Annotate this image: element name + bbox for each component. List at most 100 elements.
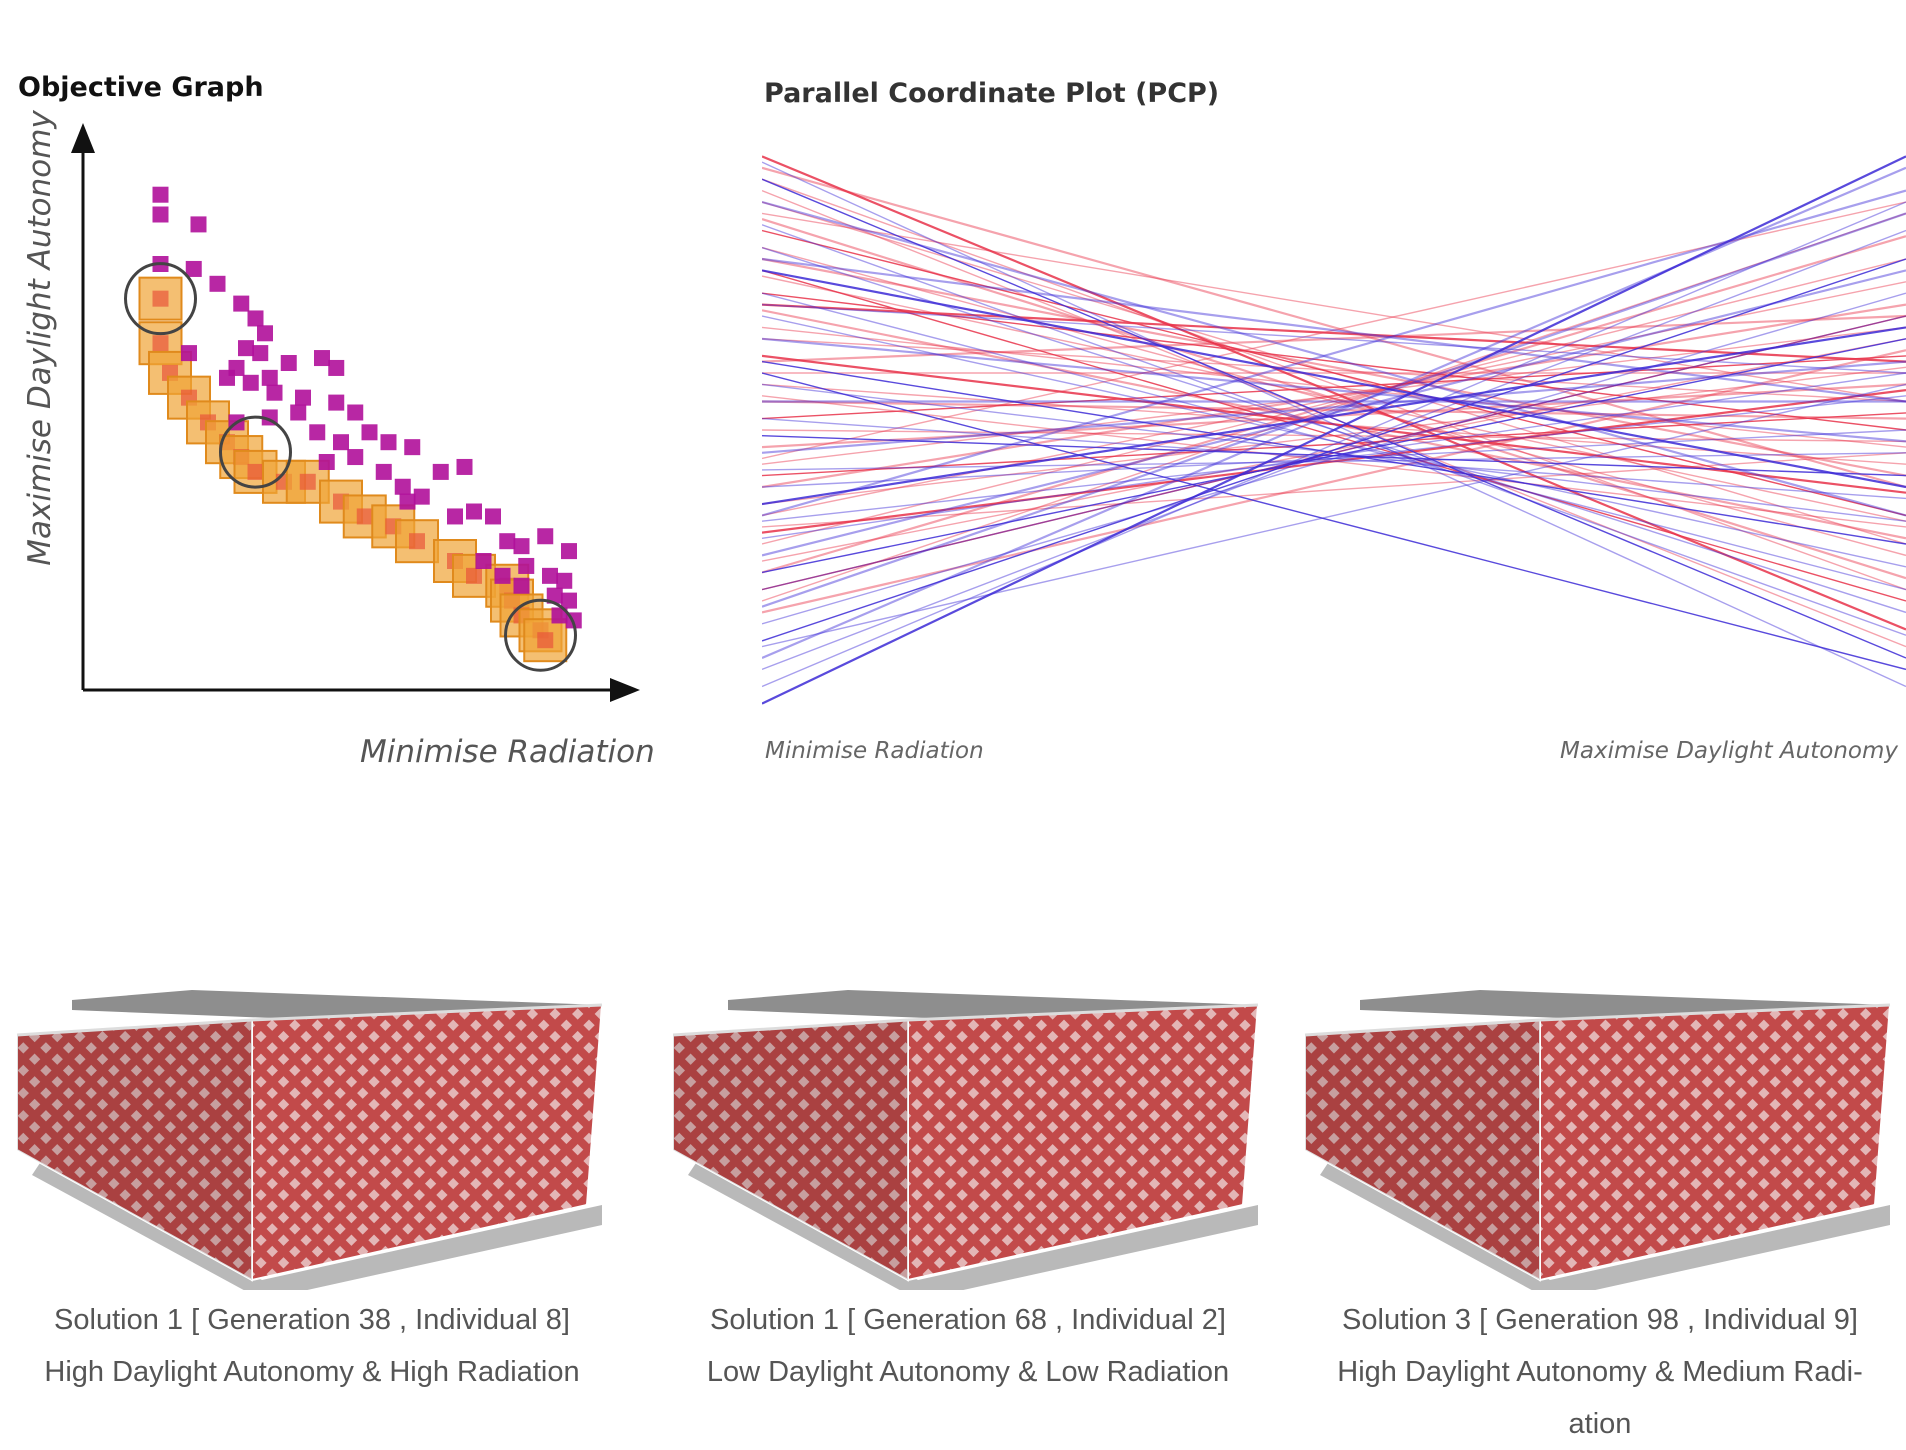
solution-1-caption-line1: Solution 1 [ Generation 38 , Individual … (54, 1304, 570, 1336)
pareto-point-core-20 (537, 632, 554, 649)
objective-graph-xlabel: Minimise Radiation (360, 734, 655, 770)
pcp-line-1-16 (762, 435, 1906, 477)
population-point-37 (466, 503, 482, 520)
population-point-39 (413, 488, 430, 505)
pcp-line-0-27 (762, 235, 1906, 574)
population-point-46 (494, 567, 511, 584)
population-point-49 (518, 557, 535, 574)
pcp-line-0-8 (762, 292, 1906, 431)
population-point-44 (513, 538, 530, 555)
pcp-line-1-31 (762, 383, 1906, 648)
building-roof (1360, 990, 1890, 1020)
pcp-line-1-34 (762, 303, 1906, 374)
population-point-26 (309, 424, 326, 441)
pcp-line-0-36 (762, 303, 1906, 363)
highlighted-solution-3 (504, 598, 577, 672)
pcp-line-0-0 (762, 155, 1906, 631)
objective-graph-ylabel: Maximise Daylight Autonomy (22, 110, 58, 566)
population-point-10 (238, 340, 254, 357)
population-point-50 (546, 587, 563, 604)
building-render-3 (1304, 990, 1892, 1290)
pcp-line-0-19 (762, 326, 1906, 465)
population-point-20 (295, 389, 311, 406)
population-point-6 (233, 295, 250, 312)
pcp-line-0-24 (762, 389, 1906, 534)
population-point-21 (290, 404, 307, 421)
pcp-line-1-6 (762, 212, 1906, 608)
population-point-7 (247, 310, 264, 327)
population-point-16 (280, 355, 297, 371)
solution-3-caption-line3: ation (1568, 1408, 1632, 1440)
population-point-2 (190, 216, 207, 233)
solution-2-caption-line1: Solution 1 [ Generation 68 , Individual … (710, 1304, 1226, 1336)
pcp-line-0-35 (762, 452, 1906, 528)
population-point-45 (475, 553, 492, 569)
population-point-55 (542, 567, 558, 584)
population-point-53 (561, 592, 577, 609)
pcp-line-1-28 (762, 178, 1906, 659)
pcp-line-0-16 (762, 355, 1906, 420)
population-point-31 (318, 454, 335, 470)
highlighted-solution-1 (124, 262, 197, 336)
pcp-line-1-12 (762, 326, 1906, 506)
population-point-42 (537, 528, 554, 545)
pcp-line-0-6 (762, 257, 1906, 477)
building-edge-2 (1539, 1003, 1891, 1022)
pcp-line-1-29 (762, 161, 1906, 688)
pcp-line-1-1 (762, 201, 1906, 688)
population-point-54 (513, 577, 530, 594)
solution-card-1: Solution 1 [ Generation 38 , Individual … (12, 980, 612, 1398)
population-point-11 (252, 345, 269, 362)
building-edge (672, 1018, 909, 1037)
building-render-2 (672, 990, 1260, 1290)
population-point-47 (556, 572, 573, 589)
pcp-line-1-33 (762, 189, 1906, 517)
pareto-point-core-0 (152, 290, 169, 307)
solution-2-caption-line2: Low Daylight Autonomy & Low Radiation (706, 1356, 1230, 1388)
pcp-line-0-15 (762, 400, 1906, 420)
pcp-line-1-21 (762, 337, 1906, 443)
pcp-line-1-32 (762, 372, 1906, 671)
population-point-18 (328, 359, 345, 376)
pcp-line-0-29 (762, 212, 1906, 602)
pcp-line-1-30 (762, 257, 1906, 403)
population-point-22 (328, 394, 345, 411)
pcp-line-0-4 (762, 229, 1906, 517)
pcp-line-1-27 (762, 200, 1906, 517)
pcp-line-1-15 (762, 360, 1906, 454)
solution-1-caption-line2: High Daylight Autonomy & High Radiation (44, 1356, 580, 1388)
building-facade-front (1539, 1003, 1892, 1282)
pcp-line-1-23 (762, 292, 1906, 591)
pcp-line-0-3 (762, 218, 1906, 580)
pcp-line-1-11 (762, 395, 1906, 522)
pcp-line-0-37 (762, 395, 1906, 528)
population-point-5 (209, 275, 226, 292)
pcp-line-0-1 (762, 178, 1906, 591)
population-point-51 (551, 607, 568, 624)
population-point-8 (257, 325, 273, 342)
pcp-line-0-25 (762, 258, 1906, 545)
population-point-13 (219, 369, 235, 386)
building-edge-2 (251, 1003, 603, 1022)
pcp-line-0-11 (762, 338, 1906, 403)
population-point-30 (404, 439, 421, 456)
population-point-1 (152, 206, 169, 223)
pareto-point-core-11 (356, 508, 373, 525)
building-edge (16, 1018, 253, 1037)
pcp-line-1-24 (762, 269, 1906, 489)
pcp-line-1-22 (762, 315, 1906, 568)
population-point-9 (181, 345, 197, 362)
population-point-15 (261, 369, 278, 386)
pcp-line-0-38 (762, 212, 1906, 403)
objective-graph-chart (71, 123, 640, 702)
building-side-shade (1305, 1020, 1540, 1280)
population-point-48 (561, 543, 577, 560)
building-roof (72, 990, 602, 1020)
building-base (688, 1160, 1258, 1290)
solution-card-3: Solution 3 [ Generation 98 , Individual … (1300, 980, 1900, 1450)
pcp-line-0-30 (762, 166, 1906, 489)
population-point-41 (485, 508, 501, 525)
pcp-title: Parallel Coordinate Plot (PCP) (764, 78, 1220, 109)
population-point-27 (361, 424, 378, 441)
pcp-line-0-12 (762, 354, 1906, 494)
